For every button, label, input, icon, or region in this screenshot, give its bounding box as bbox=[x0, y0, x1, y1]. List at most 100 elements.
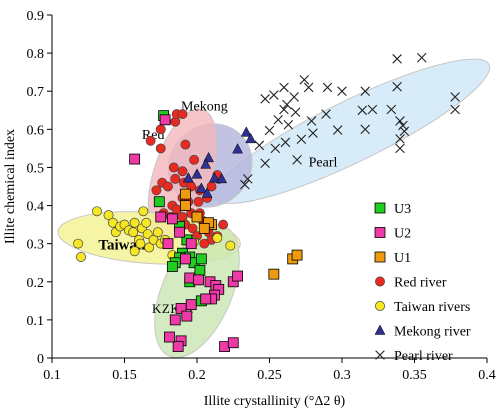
data-point bbox=[162, 238, 174, 250]
data-point bbox=[218, 219, 229, 230]
data-point bbox=[141, 217, 152, 228]
data-point bbox=[191, 168, 203, 179]
data-point bbox=[179, 200, 191, 211]
data-point bbox=[175, 303, 187, 314]
data-point bbox=[280, 137, 291, 148]
data-point bbox=[232, 143, 244, 154]
data-point bbox=[392, 54, 402, 64]
x-tick-label: 0.3 bbox=[333, 368, 351, 383]
legend-label: U2 bbox=[394, 227, 411, 242]
data-point bbox=[245, 132, 257, 144]
legend-marker bbox=[374, 202, 386, 214]
data-point bbox=[195, 253, 207, 265]
data-point bbox=[170, 173, 181, 184]
data-point bbox=[283, 119, 294, 130]
data-point bbox=[189, 154, 200, 165]
data-point bbox=[191, 211, 203, 223]
legend-marker bbox=[374, 324, 386, 335]
data-point bbox=[76, 252, 86, 262]
data-point bbox=[416, 52, 427, 63]
data-point bbox=[282, 99, 292, 110]
data-point bbox=[240, 126, 252, 137]
data-point bbox=[360, 124, 370, 135]
data-point bbox=[395, 116, 405, 126]
data-point bbox=[135, 238, 146, 249]
data-point bbox=[268, 268, 280, 280]
data-point bbox=[155, 143, 166, 154]
legend-item-taiwan-rivers: Taiwan rivers bbox=[375, 300, 470, 315]
data-point bbox=[179, 188, 191, 200]
data-point bbox=[392, 81, 402, 92]
data-point bbox=[279, 82, 289, 93]
legend-label: U3 bbox=[394, 202, 411, 217]
data-point bbox=[398, 120, 408, 131]
data-point bbox=[450, 104, 460, 115]
y-tick-label: 0.5 bbox=[27, 161, 45, 176]
legend-item-u2: U2 bbox=[374, 227, 411, 242]
data-point bbox=[200, 293, 212, 305]
data-point bbox=[177, 109, 188, 120]
y-tick-label: 0.8 bbox=[27, 47, 45, 62]
data-point bbox=[269, 90, 279, 100]
data-point bbox=[260, 158, 270, 169]
data-point bbox=[296, 134, 307, 145]
data-point bbox=[450, 92, 460, 102]
data-point bbox=[193, 274, 204, 286]
x-tick-label: 0.35 bbox=[402, 368, 427, 383]
data-point bbox=[91, 206, 102, 217]
data-point bbox=[360, 86, 370, 97]
data-point bbox=[367, 104, 378, 115]
data-point bbox=[242, 174, 253, 184]
data-point bbox=[240, 179, 250, 190]
legend-marker bbox=[375, 301, 385, 311]
data-point bbox=[201, 187, 213, 198]
legend-label: U1 bbox=[394, 251, 411, 266]
legend-marker bbox=[375, 350, 385, 360]
data-point bbox=[177, 166, 188, 177]
x-tick-label: 0.1 bbox=[43, 368, 61, 383]
data-point bbox=[164, 331, 175, 343]
data-point bbox=[279, 104, 289, 115]
data-point bbox=[322, 82, 333, 93]
legend-label: Mekong river bbox=[394, 325, 471, 340]
data-point bbox=[208, 172, 220, 183]
legend-item-red-river: Red river bbox=[375, 276, 447, 291]
data-point bbox=[144, 242, 155, 253]
x-tick-label: 0.2 bbox=[188, 368, 206, 383]
data-point bbox=[212, 232, 223, 243]
data-point bbox=[168, 162, 179, 173]
x-tick-label: 0.4 bbox=[478, 368, 496, 383]
y-tick-label: 0.2 bbox=[27, 276, 45, 291]
y-axis-title: Illite chemical index bbox=[3, 129, 18, 244]
data-point bbox=[291, 249, 303, 261]
legend-label: Pearl river bbox=[394, 349, 453, 364]
data-point bbox=[185, 299, 197, 311]
legend-label: Red river bbox=[394, 276, 447, 291]
data-point bbox=[289, 92, 299, 102]
data-point bbox=[73, 238, 84, 249]
legend-item-u3: U3 bbox=[374, 202, 411, 217]
series-u1 bbox=[179, 188, 303, 280]
data-point bbox=[399, 126, 410, 137]
legend-marker bbox=[375, 276, 385, 287]
data-point bbox=[306, 116, 317, 126]
legend: U3 U2 U1 Red river Taiwan rivers Mekong river… bbox=[374, 202, 471, 364]
y-tick-label: 0.9 bbox=[27, 9, 45, 24]
legend-item-mekong-river: Mekong river bbox=[374, 324, 471, 340]
data-point bbox=[129, 246, 140, 257]
data-point bbox=[337, 86, 347, 97]
legend-item-u1: U1 bbox=[374, 251, 411, 266]
region-label-pearl: Pearl bbox=[309, 156, 338, 171]
data-point bbox=[195, 182, 207, 193]
data-point bbox=[303, 82, 314, 93]
series-mekong-river bbox=[182, 126, 257, 198]
data-point bbox=[185, 238, 197, 250]
series-u2 bbox=[129, 114, 244, 352]
data-point bbox=[194, 264, 206, 276]
data-point bbox=[290, 107, 301, 117]
data-point bbox=[216, 172, 228, 184]
data-point bbox=[166, 261, 178, 272]
data-point bbox=[181, 310, 193, 322]
data-point bbox=[103, 210, 114, 221]
data-point bbox=[153, 196, 165, 208]
